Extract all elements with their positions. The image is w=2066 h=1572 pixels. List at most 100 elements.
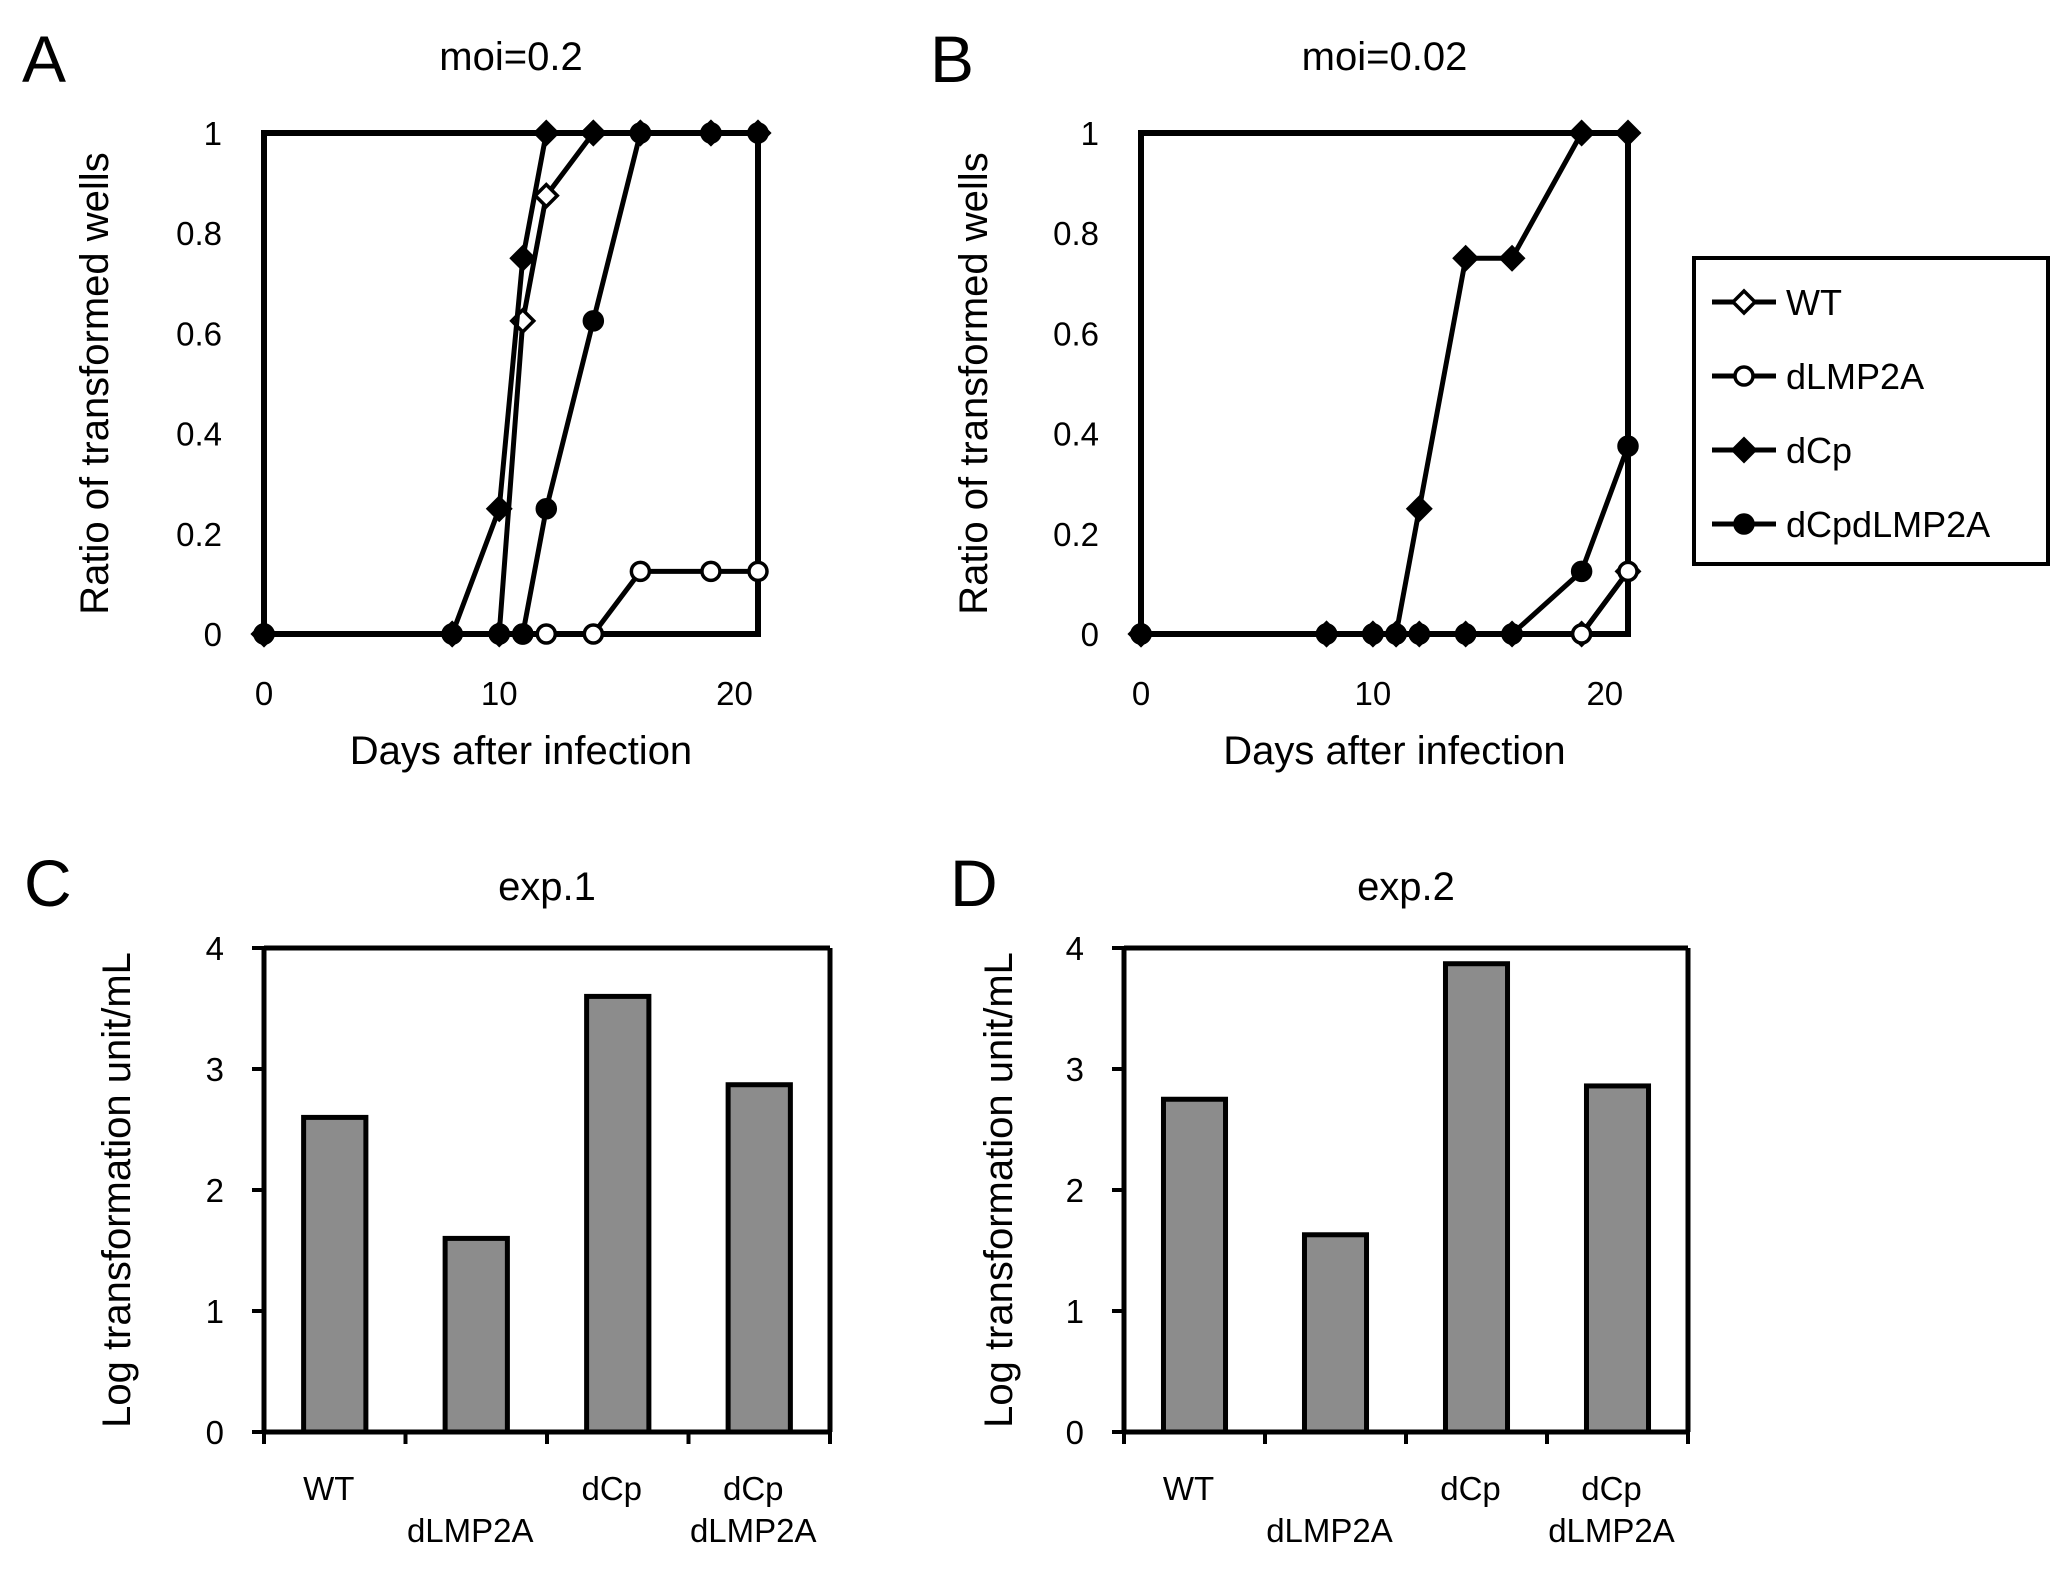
y-tick-label: 0 (1066, 1414, 1084, 1451)
x-tick-label: 20 (716, 675, 753, 712)
data-point (1570, 623, 1593, 645)
data-point (1315, 623, 1338, 645)
y-axis-label: Log transformation unit/mL (95, 952, 139, 1428)
series-dlmp2a (253, 560, 769, 645)
x-tick-label: 20 (1586, 675, 1623, 712)
y-tick-label: 0.6 (1053, 315, 1099, 352)
x-tick-label: 0 (1132, 675, 1150, 712)
series-line (1141, 569, 1631, 637)
bar (301, 1114, 369, 1435)
data-point (1408, 623, 1431, 645)
plot-frame (1138, 130, 1631, 637)
y-tick-label: 4 (206, 930, 224, 967)
series-line (1141, 445, 1631, 637)
x-axis-label: Days after infection (1223, 729, 1565, 773)
bar (1583, 1083, 1652, 1435)
y-tick-label: 0.2 (176, 516, 222, 553)
y-tick-label: 1 (204, 115, 222, 152)
y-axis-label: Ratio of transformed wells (952, 152, 996, 614)
category-label-line: WT (1163, 1470, 1214, 1507)
category-label-line: WT (303, 1470, 354, 1507)
y-tick-label: 0.4 (1053, 416, 1099, 453)
category-label: dCp dLMP2A (1548, 1470, 1675, 1549)
data-point (1130, 623, 1152, 645)
bar (1442, 961, 1511, 1435)
bar (725, 1082, 793, 1435)
data-point (700, 560, 722, 583)
data-point (509, 244, 537, 272)
category-label: dCp (1440, 1470, 1501, 1507)
category-label: dCp dLMP2A (690, 1470, 817, 1549)
data-point (700, 122, 722, 144)
data-point (1617, 435, 1639, 457)
y-tick-label: 2 (1066, 1172, 1084, 1209)
bar (584, 993, 652, 1435)
data-point (488, 623, 510, 645)
legend-entry: dCp (1712, 430, 1852, 471)
category-label-line: dLMP2A (407, 1512, 534, 1549)
data-point (485, 495, 513, 523)
legend-marker (1733, 513, 1755, 535)
panel-letter: B (930, 22, 974, 96)
data-point (1570, 560, 1593, 583)
series-line (1141, 569, 1631, 637)
data-point (582, 623, 605, 645)
series-line (1141, 130, 1628, 637)
data-point (1501, 623, 1523, 645)
bar (1160, 1096, 1229, 1435)
data-point (1385, 623, 1407, 645)
legend-entry: dLMP2A (1712, 356, 1924, 397)
legend: WT dLMP2A dCp dCpdLMP2A (1692, 256, 2050, 566)
data-point (629, 560, 652, 583)
category-label-line: dLMP2A (1266, 1512, 1393, 1549)
data-point (629, 122, 652, 144)
legend-marker (1730, 436, 1758, 464)
data-point (1568, 119, 1596, 147)
data-point (512, 623, 534, 645)
x-tick-label: 0 (255, 675, 273, 712)
data-point (579, 119, 607, 147)
x-tick-label: 10 (481, 675, 518, 712)
legend-marker (1733, 365, 1755, 387)
x-axis-label: Days after infection (350, 729, 692, 773)
data-point (535, 623, 558, 645)
data-point (1617, 560, 1639, 583)
chart-title: moi=0.2 (439, 35, 582, 79)
y-tick-label: 0.8 (1053, 215, 1099, 252)
data-point (1498, 244, 1526, 272)
bar (442, 1235, 510, 1435)
data-point (532, 182, 560, 210)
series-dcp (250, 119, 772, 648)
category-label: dCp (581, 1470, 642, 1507)
legend-box (1692, 256, 2050, 566)
category-label-line: dCp (581, 1470, 642, 1507)
y-tick-label: 3 (206, 1051, 224, 1088)
x-tick-label: 10 (1355, 675, 1392, 712)
category-label-line: dCp (723, 1470, 784, 1507)
data-point (747, 122, 769, 144)
legend-label: dLMP2A (1786, 356, 1924, 397)
y-tick-label: 0 (1081, 616, 1099, 653)
y-tick-label: 1 (1081, 115, 1099, 152)
chart-title: exp.2 (1357, 865, 1455, 909)
y-tick-label: 0 (204, 616, 222, 653)
category-label: dLMP2A (407, 1512, 534, 1549)
chart-title: exp.1 (498, 865, 596, 909)
data-point (1454, 623, 1477, 645)
panel-letter: C (24, 846, 72, 920)
category-label-line: dLMP2A (1548, 1512, 1675, 1549)
data-point (253, 623, 275, 645)
category-label-line: dCp (1581, 1470, 1642, 1507)
y-tick-label: 1 (1066, 1293, 1084, 1330)
y-tick-label: 4 (1066, 930, 1084, 967)
data-point (1452, 244, 1480, 272)
y-tick-label: 0.2 (1053, 516, 1099, 553)
data-point (582, 310, 605, 332)
y-tick-label: 3 (1066, 1051, 1084, 1088)
y-tick-label: 0.8 (176, 215, 222, 252)
